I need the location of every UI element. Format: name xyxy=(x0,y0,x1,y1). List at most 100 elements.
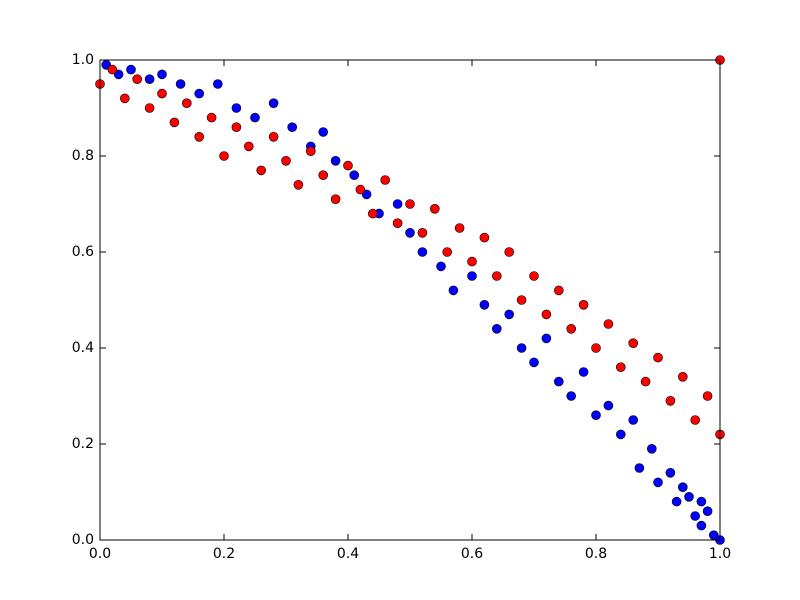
scatter-point xyxy=(677,482,688,493)
scatter-point xyxy=(144,103,155,113)
scatter-point xyxy=(380,175,391,185)
scatter-point xyxy=(268,98,279,108)
scatter-point xyxy=(268,132,279,142)
y-tick-label: 0.4 xyxy=(72,340,94,356)
scatter-point xyxy=(479,299,490,310)
scatter-point xyxy=(417,247,428,257)
scatter-point xyxy=(646,443,657,454)
scatter-point xyxy=(330,194,341,204)
scatter-point xyxy=(566,391,577,401)
scatter-point xyxy=(175,79,186,89)
scatter-point xyxy=(529,357,539,368)
scatter-point xyxy=(144,74,155,84)
scatter-point xyxy=(628,415,639,425)
scatter-point xyxy=(578,367,589,377)
y-tick-label: 0.0 xyxy=(72,532,94,548)
y-tick-label: 1.0 xyxy=(72,52,94,68)
scatter-point xyxy=(244,141,254,152)
x-tick-label: 0.2 xyxy=(213,546,235,562)
scatter-point xyxy=(126,64,136,75)
scatter-point xyxy=(603,319,614,329)
scatter-point xyxy=(665,395,676,406)
scatter-point xyxy=(392,199,403,209)
scatter-point xyxy=(231,122,242,132)
scatter-point xyxy=(454,223,465,233)
scatter-point xyxy=(132,74,142,84)
scatter-point xyxy=(615,429,626,440)
scatter-point xyxy=(169,117,180,128)
scatter-point xyxy=(690,511,701,521)
scatter-point xyxy=(392,218,403,228)
scatter-point xyxy=(504,309,515,320)
y-tick-label: 0.8 xyxy=(72,148,94,164)
scatter-point xyxy=(287,122,298,132)
scatter-point xyxy=(702,506,713,517)
scatter-point xyxy=(405,199,415,209)
scatter-point xyxy=(405,228,415,238)
scatter-point xyxy=(684,491,694,502)
scatter-point xyxy=(367,208,378,219)
scatter-point xyxy=(293,180,304,190)
scatter-point xyxy=(417,228,428,238)
scatter-point xyxy=(194,132,204,142)
scatter-point xyxy=(696,520,707,531)
scatter-point xyxy=(529,271,539,281)
scatter-point xyxy=(516,343,527,353)
scatter-point xyxy=(467,256,477,267)
scatter-point xyxy=(281,156,291,166)
x-tick-label: 0.0 xyxy=(89,546,111,562)
scatter-point xyxy=(677,371,688,382)
scatter-point xyxy=(213,79,223,89)
scatter-point xyxy=(504,247,515,257)
scatter-point xyxy=(603,400,614,411)
scatter-point xyxy=(491,271,502,281)
scatter-point xyxy=(219,151,229,161)
scatter-point xyxy=(250,112,260,123)
scatter-point xyxy=(107,64,118,75)
scatter-point xyxy=(553,376,564,387)
scatter-point xyxy=(690,415,701,425)
scatter-point xyxy=(696,496,707,507)
y-tick-label: 0.2 xyxy=(72,436,94,452)
scatter-point xyxy=(318,127,329,137)
scatter-point xyxy=(640,376,651,387)
scatter-point xyxy=(436,261,446,272)
scatter-point xyxy=(349,170,360,180)
scatter-point xyxy=(628,338,639,349)
scatter-point xyxy=(355,184,366,195)
scatter-point xyxy=(318,170,329,180)
scatter-point xyxy=(231,103,242,113)
scatter-point xyxy=(541,309,552,320)
scatter-point xyxy=(653,352,663,363)
scatter-point xyxy=(256,165,267,176)
scatter-point xyxy=(591,410,601,421)
scatter-point xyxy=(553,285,564,296)
scatter-point xyxy=(429,204,440,214)
scatter-point xyxy=(448,285,459,296)
scatter-point xyxy=(330,156,341,166)
scatter-point xyxy=(615,362,626,373)
x-tick-label: 0.6 xyxy=(461,546,483,562)
scatter-point xyxy=(194,88,204,99)
scatter-point xyxy=(566,323,577,334)
axes-frame xyxy=(99,59,721,541)
scatter-point xyxy=(491,323,502,334)
plot-area xyxy=(95,55,725,545)
scatter-point xyxy=(467,271,477,281)
scatter-point xyxy=(578,299,589,310)
scatter-point xyxy=(541,333,552,344)
scatter-point xyxy=(653,477,663,488)
scatter-point xyxy=(206,112,217,123)
x-tick-label: 1.0 xyxy=(709,546,731,562)
scatter-point xyxy=(343,160,353,171)
scatter-point xyxy=(634,463,645,473)
x-tick-label: 0.8 xyxy=(585,546,607,562)
scatter-point xyxy=(305,146,316,156)
scatter-point xyxy=(120,93,130,104)
x-tick-label: 0.4 xyxy=(337,546,359,562)
scatter-point xyxy=(516,295,527,305)
scatter-point xyxy=(591,343,601,353)
scatter-point xyxy=(157,69,167,80)
scatter-point xyxy=(665,467,676,478)
